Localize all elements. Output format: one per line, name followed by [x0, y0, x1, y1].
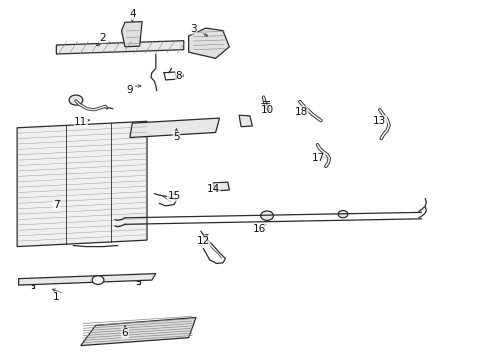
Text: 8: 8: [175, 71, 182, 81]
Polygon shape: [189, 28, 229, 58]
Text: 13: 13: [373, 116, 387, 126]
Text: 9: 9: [126, 85, 133, 95]
Text: 16: 16: [253, 224, 267, 234]
Polygon shape: [239, 115, 252, 127]
Text: 1: 1: [53, 292, 60, 302]
Polygon shape: [81, 318, 196, 346]
Polygon shape: [130, 118, 220, 138]
Polygon shape: [56, 41, 184, 54]
Text: 7: 7: [53, 200, 60, 210]
Circle shape: [69, 95, 83, 105]
Text: 17: 17: [312, 153, 325, 163]
Text: 11: 11: [74, 117, 88, 127]
Text: 15: 15: [167, 191, 181, 201]
Polygon shape: [213, 182, 229, 191]
Circle shape: [92, 276, 104, 284]
Text: 10: 10: [261, 105, 273, 115]
Text: 5: 5: [173, 132, 180, 142]
Text: 14: 14: [206, 184, 220, 194]
Text: 4: 4: [129, 9, 136, 19]
Text: 12: 12: [196, 236, 210, 246]
Text: 2: 2: [99, 33, 106, 43]
Text: 6: 6: [122, 328, 128, 338]
Polygon shape: [122, 22, 142, 47]
Polygon shape: [19, 274, 156, 285]
Circle shape: [338, 211, 348, 218]
Circle shape: [261, 211, 273, 220]
Text: 18: 18: [294, 107, 308, 117]
Polygon shape: [17, 121, 147, 247]
Text: 3: 3: [190, 24, 197, 34]
